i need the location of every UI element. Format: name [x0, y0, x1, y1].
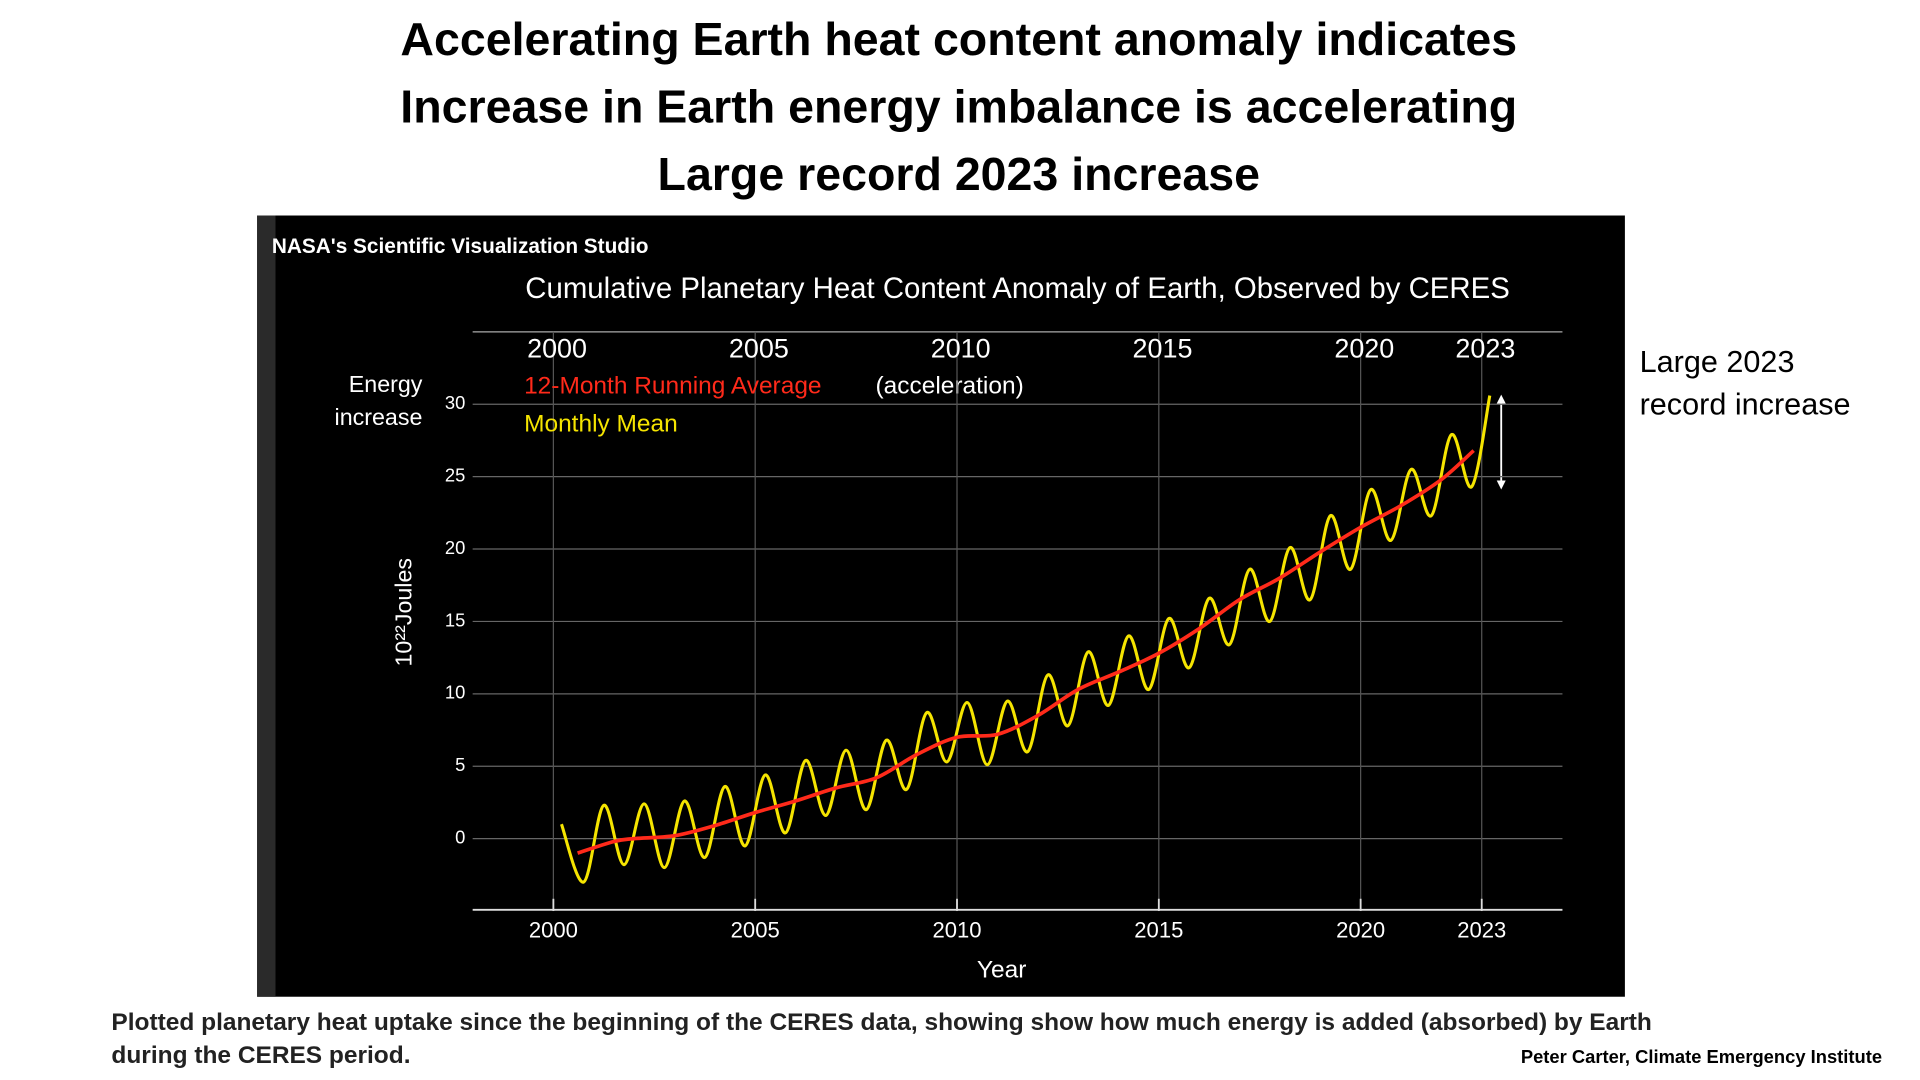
chart-background	[257, 215, 1625, 997]
x-tick-label: 2020	[1336, 918, 1385, 943]
slide-title: Large record 2023 increase	[658, 148, 1260, 200]
chart-source: NASA's Scientific Visualization Studio	[272, 235, 649, 258]
x-tick-label: 2015	[1134, 918, 1183, 943]
credit: Peter Carter, Climate Emergency Institut…	[1521, 1046, 1882, 1067]
x-top-label: 2015	[1133, 333, 1193, 363]
x-tick-label: 2023	[1457, 918, 1506, 943]
y-unit: 10²²Joules	[390, 558, 416, 667]
x-top-label: 2005	[729, 333, 789, 363]
y-tick-label: 0	[455, 826, 465, 847]
x-tick-label: 2010	[932, 918, 981, 943]
slide-title: Accelerating Earth heat content anomaly …	[400, 13, 1517, 65]
annotation: (acceleration)	[876, 372, 1024, 399]
y-tick-label: 25	[445, 464, 465, 485]
slide-title: Increase in Earth energy imbalance is ac…	[400, 81, 1517, 133]
chart-title: Cumulative Planetary Heat Content Anomal…	[525, 272, 1510, 305]
caption: during the CERES period.	[111, 1042, 410, 1069]
x-tick-label: 2005	[731, 918, 780, 943]
legend-entry: 12-Month Running Average	[524, 372, 821, 399]
x-top-label: 2010	[931, 333, 991, 363]
y-tick-label: 5	[455, 754, 465, 775]
y-tick-label: 15	[445, 609, 465, 630]
y-tick-label: 10	[445, 682, 465, 703]
x-top-label: 2000	[527, 333, 587, 363]
x-top-label: 2023	[1455, 333, 1515, 363]
x-tick-label: 2000	[529, 918, 578, 943]
y-tick-label: 30	[445, 392, 465, 413]
caption: Plotted planetary heat uptake since the …	[111, 1009, 1651, 1036]
side-note: record increase	[1640, 388, 1851, 422]
x-label: Year	[977, 956, 1026, 983]
x-top-label: 2020	[1334, 333, 1394, 363]
legend-entry: Monthly Mean	[524, 410, 678, 437]
data-line	[577, 449, 1475, 855]
chart-edge	[257, 215, 276, 997]
side-note: Large 2023	[1640, 345, 1795, 379]
y-tick-label: 20	[445, 537, 465, 558]
y-label: Energy	[349, 371, 423, 397]
y-label: increase	[335, 404, 423, 430]
